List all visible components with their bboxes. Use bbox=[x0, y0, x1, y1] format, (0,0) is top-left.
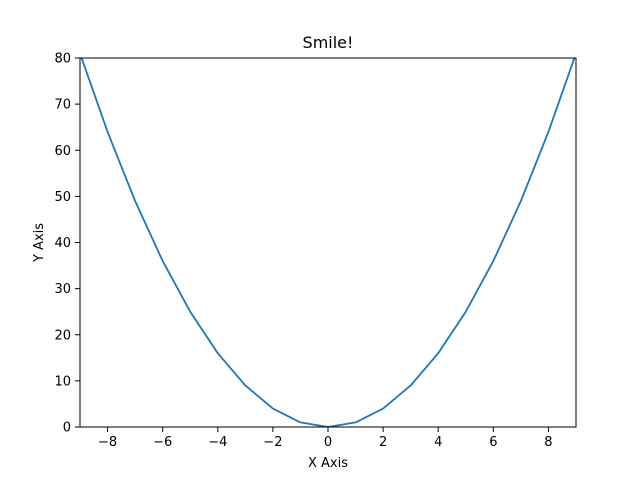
y-tick-label: 80 bbox=[54, 52, 71, 67]
y-tick-label: 40 bbox=[54, 236, 71, 251]
y-tick-label: 60 bbox=[54, 144, 71, 159]
y-tick-label: 0 bbox=[63, 421, 71, 436]
x-tick-label: −6 bbox=[153, 435, 172, 450]
x-tick-label: 6 bbox=[489, 435, 497, 450]
y-tick-label: 20 bbox=[54, 328, 71, 343]
plot-area bbox=[80, 58, 576, 427]
x-tick-label: −4 bbox=[208, 435, 227, 450]
y-axis-ticks: 0 10 20 30 40 50 60 70 80 bbox=[54, 52, 80, 436]
x-axis-ticks: −8 −6 −4 −2 0 2 4 6 8 bbox=[98, 427, 553, 450]
x-tick-label: 2 bbox=[379, 435, 387, 450]
x-tick-label: 4 bbox=[434, 435, 442, 450]
y-tick-label: 50 bbox=[54, 190, 71, 205]
series-layer bbox=[80, 58, 576, 427]
x-tick-label: 0 bbox=[324, 435, 332, 450]
x-axis-label: X Axis bbox=[308, 456, 348, 471]
y-axis-label: Y Axis bbox=[32, 223, 47, 263]
x-tick-label: −2 bbox=[263, 435, 282, 450]
y-tick-label: 70 bbox=[54, 98, 71, 113]
series-line-0 bbox=[80, 58, 576, 427]
y-tick-label: 10 bbox=[54, 374, 71, 389]
x-tick-label: −8 bbox=[98, 435, 117, 450]
chart-title: Smile! bbox=[303, 33, 354, 52]
x-tick-label: 8 bbox=[544, 435, 552, 450]
y-tick-label: 30 bbox=[54, 282, 71, 297]
